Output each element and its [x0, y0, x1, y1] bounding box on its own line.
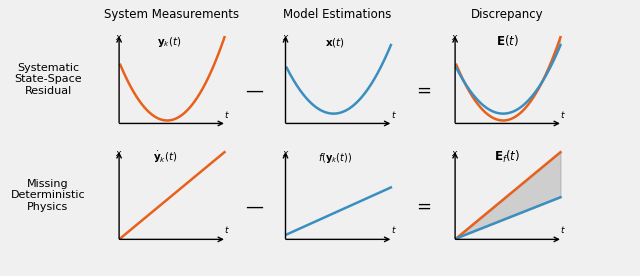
Text: t: t [391, 110, 394, 120]
Text: $f(\mathbf{y}_k(t))$: $f(\mathbf{y}_k(t))$ [318, 151, 353, 165]
Text: x: x [282, 33, 287, 42]
Text: t: t [391, 226, 394, 235]
Text: t: t [225, 226, 228, 235]
Text: $\mathbf{x}(t)$: $\mathbf{x}(t)$ [325, 36, 345, 49]
Text: $\mathbf{E}_f(t)$: $\mathbf{E}_f(t)$ [494, 149, 520, 165]
Text: Discrepancy: Discrepancy [471, 8, 543, 21]
Text: x: x [116, 33, 121, 42]
Text: $\mathbf{y}_k(t)$: $\mathbf{y}_k(t)$ [157, 35, 181, 49]
Text: Systematic
State-Space
Residual: Systematic State-Space Residual [14, 63, 82, 96]
Text: —: — [245, 198, 263, 216]
Text: Model Estimations: Model Estimations [284, 8, 392, 21]
Text: Missing
Deterministic
Physics: Missing Deterministic Physics [11, 179, 85, 212]
Text: x: x [116, 149, 121, 158]
Text: =: = [416, 82, 431, 100]
Text: t: t [225, 110, 228, 120]
Text: $\mathbf{E}(t)$: $\mathbf{E}(t)$ [496, 33, 518, 48]
Text: x: x [282, 149, 287, 158]
Text: t: t [561, 226, 564, 235]
Text: —: — [245, 82, 263, 100]
Text: x: x [452, 149, 457, 158]
Text: t: t [561, 110, 564, 120]
Text: =: = [416, 198, 431, 216]
Text: System Measurements: System Measurements [104, 8, 239, 21]
Text: $\dot{\mathbf{y}}_k(t)$: $\dot{\mathbf{y}}_k(t)$ [153, 150, 177, 165]
Text: x: x [452, 33, 457, 42]
